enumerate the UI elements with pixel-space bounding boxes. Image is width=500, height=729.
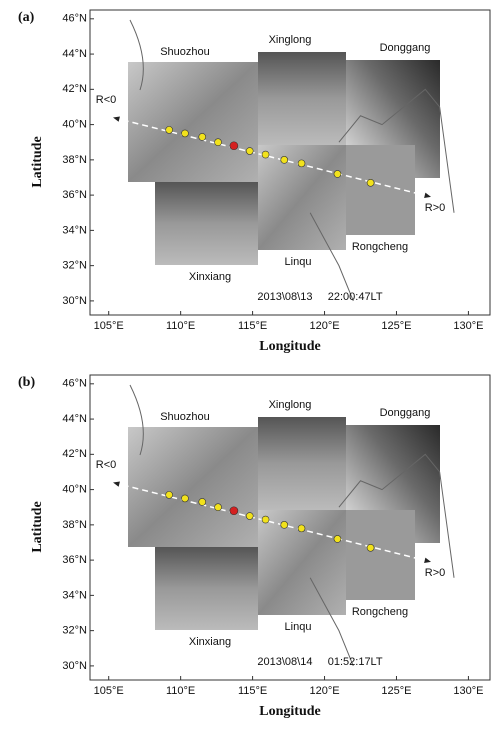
station-point: [198, 498, 207, 506]
annotation: Rongcheng: [352, 241, 408, 253]
annotation: Xinglong: [269, 399, 312, 411]
y-tick-label: 40°N: [62, 484, 87, 496]
station-point: [297, 159, 306, 168]
panel-label: (a): [18, 10, 35, 25]
station-point: [245, 147, 254, 155]
annotation: Linqu: [285, 621, 312, 633]
station-point: [165, 126, 173, 134]
y-tick-label: 36°N: [62, 554, 87, 566]
x-axis-label: Longitude: [259, 339, 320, 354]
station-point: [280, 521, 289, 529]
y-tick-label: 36°N: [62, 189, 87, 201]
y-tick-label: 46°N: [62, 378, 87, 390]
airglow-image: [346, 510, 415, 600]
y-tick-label: 42°N: [62, 83, 87, 95]
station-point: [214, 503, 222, 512]
center-point: [229, 141, 239, 151]
x-tick-label: 120°E: [309, 685, 339, 697]
arrow-head: [113, 116, 120, 122]
annotation: Xinglong: [269, 34, 312, 46]
x-tick-label: 115°E: [238, 320, 267, 332]
y-tick-label: 32°N: [62, 260, 87, 272]
x-tick-label: 110°E: [166, 685, 195, 697]
y-tick-label: 42°N: [62, 448, 87, 460]
annotation: R<0: [96, 94, 117, 106]
x-tick-label: 125°E: [381, 320, 411, 332]
annotation: R>0: [425, 567, 446, 579]
coastline: [129, 19, 455, 302]
station-point: [333, 170, 342, 178]
y-tick-label: 40°N: [62, 119, 87, 131]
station-point: [214, 138, 222, 147]
y-tick-label: 38°N: [62, 154, 87, 166]
x-tick-label: 130°E: [453, 320, 483, 332]
annotation: Shuozhou: [160, 46, 210, 58]
annotation: Donggang: [380, 42, 431, 54]
panel-label: (b): [18, 375, 35, 390]
annotation: Donggang: [380, 407, 431, 419]
coastline: [129, 384, 455, 667]
x-tick-label: 115°E: [238, 685, 267, 697]
station-point: [181, 129, 189, 138]
station-point: [333, 535, 342, 543]
y-tick-label: 46°N: [62, 13, 87, 25]
annotation: 2013\08\14 01:52:17LT: [257, 656, 382, 668]
arrow-head: [424, 557, 432, 563]
x-tick-label: 105°E: [94, 320, 124, 332]
y-axis-label: Latitude: [30, 136, 45, 187]
x-axis-label: Longitude: [259, 704, 320, 719]
airglow-image: [258, 417, 346, 510]
arrow-head: [113, 481, 120, 487]
x-tick-label: 120°E: [309, 320, 339, 332]
station-point: [198, 133, 207, 141]
y-axis-label: Latitude: [30, 501, 45, 552]
annotation: Linqu: [285, 256, 312, 268]
y-tick-label: 44°N: [62, 48, 87, 60]
station-point: [245, 512, 254, 520]
airglow-image: [258, 52, 346, 145]
airglow-image: [128, 427, 258, 547]
station-point: [261, 150, 270, 159]
x-tick-label: 130°E: [453, 685, 483, 697]
station-point: [165, 491, 173, 499]
station-point: [366, 178, 375, 187]
annotation: 2013\08\13 22:00:47LT: [257, 291, 382, 303]
station-point: [297, 524, 306, 533]
x-tick-label: 105°E: [94, 685, 124, 697]
annotation: Xinxiang: [189, 636, 231, 648]
airglow-image: [128, 62, 258, 182]
airglow-image: [346, 145, 415, 235]
annotation: Shuozhou: [160, 411, 210, 423]
annotation: R>0: [425, 202, 446, 214]
annotation: Xinxiang: [189, 271, 231, 283]
x-tick-label: 125°E: [381, 685, 411, 697]
center-point: [229, 506, 239, 516]
x-tick-label: 110°E: [166, 320, 195, 332]
y-tick-label: 30°N: [62, 660, 87, 672]
arrow-head: [424, 192, 432, 198]
station-point: [280, 156, 289, 164]
airglow-image: [155, 182, 258, 265]
y-tick-label: 32°N: [62, 625, 87, 637]
station-point: [261, 515, 270, 524]
annotation: Rongcheng: [352, 606, 408, 618]
y-tick-label: 34°N: [62, 589, 87, 601]
station-point: [181, 494, 189, 503]
y-tick-label: 44°N: [62, 413, 87, 425]
y-tick-label: 38°N: [62, 519, 87, 531]
y-tick-label: 34°N: [62, 224, 87, 236]
y-tick-label: 30°N: [62, 295, 87, 307]
annotation: R<0: [96, 459, 117, 471]
station-point: [366, 543, 375, 552]
airglow-image: [155, 547, 258, 630]
